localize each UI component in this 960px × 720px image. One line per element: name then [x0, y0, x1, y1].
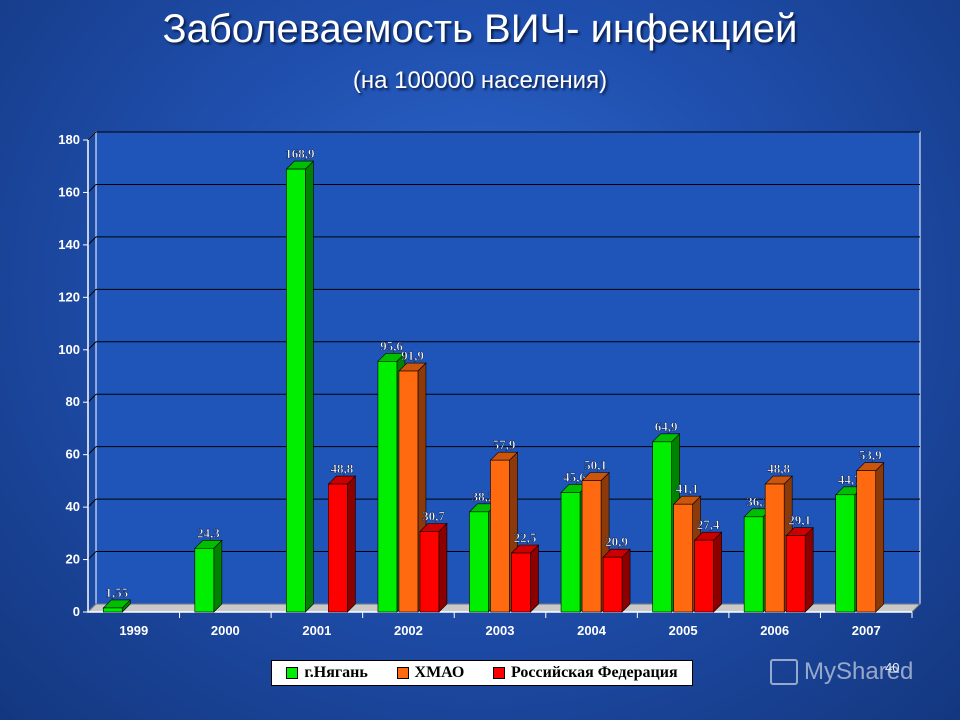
legend-swatch-nyagan [286, 667, 299, 679]
bar-hmao-2004 [581, 480, 602, 613]
page-number: 40 [885, 660, 900, 675]
gridline-side [87, 551, 97, 560]
x-tick-label: 2001 [302, 623, 331, 638]
bar-nyagan-2000 [194, 547, 215, 613]
gridline-side [87, 341, 97, 351]
gridline-side [87, 131, 97, 141]
legend-label-rf: Российская Федерация [511, 664, 678, 681]
bar-side-rf [621, 548, 631, 613]
bar-rf-2003 [511, 552, 531, 613]
bar-nyagan-2007 [835, 494, 856, 613]
chart-title: Заболеваемость ВИЧ- инфекцией [162, 7, 798, 51]
legend-label-hmao: ХМАО [414, 664, 465, 681]
bar-rf-2004 [602, 556, 623, 613]
data-label-hmao: 57,9 [493, 437, 516, 452]
gridline-side [87, 288, 97, 298]
x-tick-label: 2007 [852, 623, 881, 638]
x-tick-label: 2003 [486, 623, 515, 638]
x-tick-label: 2005 [669, 623, 698, 638]
x-tick-label: 2006 [760, 623, 789, 638]
bar-hmao-2002 [398, 370, 419, 613]
bar-nyagan-2001 [286, 168, 306, 613]
x-tick-label: 2002 [394, 623, 423, 638]
gridline-side [87, 498, 97, 508]
bar-rf-2006 [785, 535, 806, 613]
data-label-hmao: 41,1 [676, 481, 699, 496]
y-tick-label: 160 [58, 184, 80, 199]
data-label-rf: 29,1 [788, 513, 811, 528]
bar-side-hmao [875, 461, 885, 613]
gridline-side [87, 393, 97, 403]
y-tick-label: 100 [58, 342, 80, 357]
x-tick-label: 1999 [119, 623, 148, 638]
bar-nyagan-2004 [560, 492, 581, 613]
bar-nyagan-2005 [652, 441, 672, 613]
data-label-nyagan: 36,3 [746, 494, 769, 509]
legend-label-nyagan: г.Нягань [304, 664, 368, 681]
data-label-nyagan: 24,3 [197, 525, 220, 540]
bar-side-rf [804, 526, 814, 613]
data-label-rf: 20,9 [605, 534, 628, 549]
y-tick-label: 40 [66, 499, 80, 514]
bar-hmao-2003 [490, 459, 510, 613]
y-tick-label: 20 [66, 552, 80, 567]
y-tick-label: 140 [58, 237, 80, 252]
bar-side-rf [530, 544, 539, 613]
bar-hmao-2007 [856, 470, 877, 613]
legend-item-nyagan: г.Нягань [286, 664, 368, 682]
data-label-nyagan: 45,6 [563, 469, 586, 484]
y-tick-label: 80 [66, 394, 80, 409]
bar-nyagan-2006 [743, 516, 764, 613]
chart-subtitle: (на 100000 населения) [352, 67, 608, 94]
bar-side-nyagan [305, 160, 314, 613]
bar-side-rf [438, 522, 448, 613]
gridline-side [87, 236, 97, 246]
bar-side-rf [713, 531, 722, 613]
y-tick-label: 0 [73, 604, 80, 619]
data-label-nyagan: 38,2 [472, 489, 495, 504]
data-label-nyagan: 44,7 [838, 472, 861, 487]
presentation-board-icon [770, 659, 798, 685]
data-label-hmao: 53,9 [859, 448, 882, 463]
watermark: MyShared [770, 658, 913, 686]
bar-nyagan-2002 [377, 361, 398, 613]
data-label-rf: 27,4 [697, 517, 720, 532]
data-label-hmao: 50,1 [584, 458, 607, 473]
bar-rf-2001 [328, 483, 348, 613]
gridline-side [87, 446, 97, 456]
data-label-rf: 30,7 [422, 508, 445, 523]
bar-nyagan-2003 [469, 511, 489, 613]
legend-item-hmao: ХМАО [396, 664, 465, 682]
data-label-rf: 48,8 [331, 461, 354, 476]
plot-side-wall [87, 130, 97, 614]
data-label-hmao: 48,8 [767, 461, 790, 476]
data-label-nyagan: 1,55 [105, 585, 128, 600]
bar-nyagan-1999 [102, 607, 123, 613]
data-label-rf: 22,5 [514, 530, 537, 545]
chart-legend: г.Нягань ХМАО Российская Федерация [271, 660, 693, 686]
x-tick-label: 2000 [211, 623, 240, 638]
bar-rf-2005 [694, 539, 714, 613]
y-tick-label: 180 [58, 132, 80, 147]
data-label-hmao: 91,9 [401, 348, 424, 363]
legend-swatch-hmao [396, 667, 409, 679]
gridline-side [87, 184, 97, 193]
y-tick-label: 60 [66, 447, 80, 462]
watermark-text: MyShared [804, 658, 914, 685]
data-label-nyagan: 64,9 [655, 419, 678, 434]
legend-swatch-rf [493, 667, 506, 679]
legend-item-rf: Российская Федерация [493, 664, 678, 682]
x-tick-label: 2004 [577, 623, 607, 638]
y-tick-label: 120 [58, 289, 80, 304]
data-label-nyagan: 168,9 [285, 146, 315, 161]
bar-hmao-2005 [673, 503, 693, 613]
bar-side-nyagan [213, 539, 223, 613]
bar-hmao-2006 [764, 483, 785, 613]
bar-rf-2002 [419, 531, 440, 613]
data-label-nyagan: 95,6 [380, 338, 403, 353]
bar-side-rf [347, 475, 356, 613]
